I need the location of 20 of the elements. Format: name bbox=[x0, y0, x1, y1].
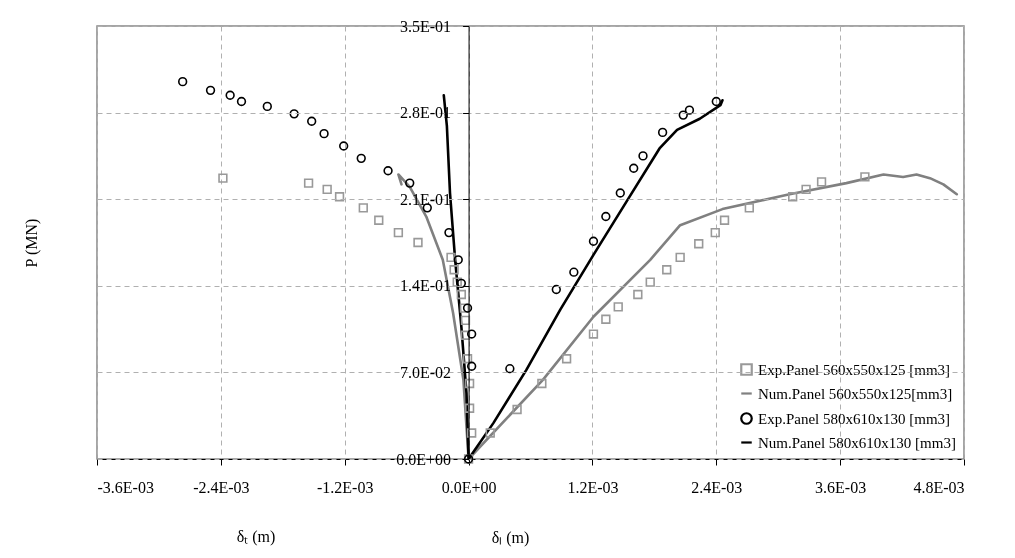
x-tick-label: -1.2E-03 bbox=[317, 478, 374, 496]
x-tick-label: -2.4E-03 bbox=[193, 478, 250, 496]
text: δₜ (m) bbox=[236, 528, 276, 546]
x-tick-label: 4.8E-03 bbox=[913, 478, 965, 496]
x-tick-label: -3.6E-03 bbox=[97, 478, 154, 496]
x-tick-label: 1.2E-03 bbox=[567, 478, 619, 496]
y-tick-label: 7.0E-02 bbox=[399, 363, 452, 381]
legend-label: Num.Panel 560x550x125[mm3] bbox=[758, 385, 953, 402]
y-axis-title: P (MN) bbox=[22, 218, 41, 268]
legend-label: Exp.Panel 580x610x130 [mm3] bbox=[758, 410, 951, 427]
y-tick-label: 1.4E-01 bbox=[399, 277, 452, 295]
y-tick-label: 3.5E-01 bbox=[399, 17, 452, 35]
legend-label: Exp.Panel 560x550x125 [mm3] bbox=[758, 361, 951, 378]
x-tick-label: 0.0E+00 bbox=[441, 478, 497, 496]
legend-label: Num.Panel 580x610x130 [mm3] bbox=[758, 434, 956, 451]
x-tick-label: 3.6E-03 bbox=[815, 478, 867, 496]
x-tick-label: 2.4E-03 bbox=[691, 478, 743, 496]
y-tick-label: 2.1E-01 bbox=[399, 190, 452, 208]
x-axis-title: δₗ (m) bbox=[491, 528, 530, 547]
y-tick-label: 0.0E+00 bbox=[396, 450, 452, 468]
